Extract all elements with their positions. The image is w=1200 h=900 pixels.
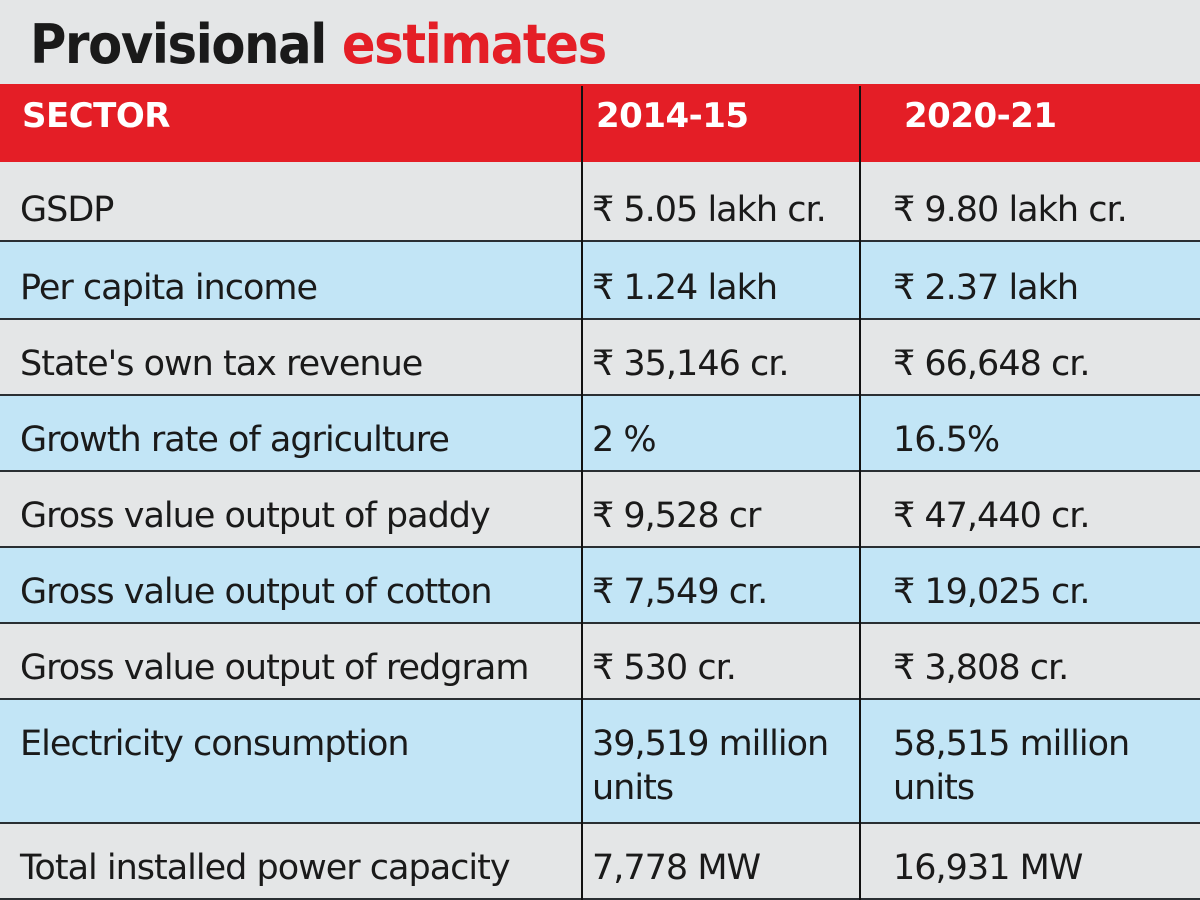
- value-2020-21-cell: ₹ 9.80 lakh cr.: [893, 190, 1128, 230]
- value-2014-15-cell: 2 %: [592, 420, 657, 460]
- column-header-sector: SECTOR: [22, 96, 170, 136]
- sector-cell: Gross value output of cotton: [20, 572, 493, 612]
- value-2014-15-cell: ₹ 9,528 cr: [592, 496, 761, 536]
- table-header: SECTOR 2014-15 2020-21: [0, 84, 1200, 162]
- value-2014-15-cell: ₹ 5.05 lakh cr.: [592, 190, 827, 230]
- value-2020-21-cell: ₹ 3,808 cr.: [893, 648, 1069, 688]
- value-2020-21-cell: ₹ 19,025 cr.: [893, 572, 1091, 612]
- table-row: Gross value output of redgram ₹ 530 cr. ₹ …: [0, 624, 1200, 700]
- value-2020-21-cell: ₹ 66,648 cr.: [893, 344, 1091, 384]
- column-divider-1: [581, 86, 583, 900]
- sector-cell: Electricity consumption: [20, 724, 410, 764]
- value-2020-21-cell: 16,931 MW: [893, 848, 1083, 888]
- sector-cell: Gross value output of paddy: [20, 496, 491, 536]
- sector-cell: Growth rate of agriculture: [20, 420, 450, 460]
- table-row: Growth rate of agriculture 2 % 16.5%: [0, 396, 1200, 472]
- value-2014-15-cell: ₹ 530 cr.: [592, 648, 737, 688]
- title-part-estimates: estimates: [341, 13, 607, 76]
- value-2020-21-cell: ₹ 2.37 lakh: [893, 268, 1079, 308]
- value-2020-21-cell: ₹ 47,440 cr.: [893, 496, 1091, 536]
- table-row: Gross value output of cotton ₹ 7,549 cr. ₹…: [0, 548, 1200, 624]
- table-row: Total installed power capacity 7,778 MW 16…: [0, 824, 1200, 900]
- table-row: Per capita income ₹ 1.24 lakh ₹ 2.37 lakh: [0, 242, 1200, 320]
- table-row: GSDP ₹ 5.05 lakh cr. ₹ 9.80 lakh cr.: [0, 162, 1200, 242]
- column-divider-2: [859, 86, 861, 900]
- title-part-provisional: Provisional: [30, 13, 327, 76]
- table-row: Gross value output of paddy ₹ 9,528 cr ₹ 4…: [0, 472, 1200, 548]
- value-2020-21-cell: 16.5%: [893, 420, 1000, 460]
- sector-cell: State's own tax revenue: [20, 344, 423, 384]
- sector-cell: Total installed power capacity: [20, 848, 511, 888]
- sector-cell: Gross value output of redgram: [20, 648, 529, 688]
- table-title: Provisional estimates: [30, 10, 607, 80]
- column-header-2020-21: 2020-21: [904, 96, 1057, 136]
- value-2014-15-cell: 39,519 million units: [592, 724, 829, 808]
- value-2014-15-cell: ₹ 35,146 cr.: [592, 344, 790, 384]
- table-row: Electricity consumption 39,519 million un…: [0, 700, 1200, 824]
- value-2014-15-cell: ₹ 7,549 cr.: [592, 572, 768, 612]
- sector-cell: Per capita income: [20, 268, 318, 308]
- table-row: State's own tax revenue ₹ 35,146 cr. ₹ 66,…: [0, 320, 1200, 396]
- sector-cell: GSDP: [20, 190, 114, 230]
- column-header-2014-15: 2014-15: [596, 96, 749, 136]
- value-2014-15-cell: 7,778 MW: [592, 848, 761, 888]
- value-2014-15-cell: ₹ 1.24 lakh: [592, 268, 778, 308]
- value-2020-21-cell: 58,515 million units: [893, 724, 1130, 808]
